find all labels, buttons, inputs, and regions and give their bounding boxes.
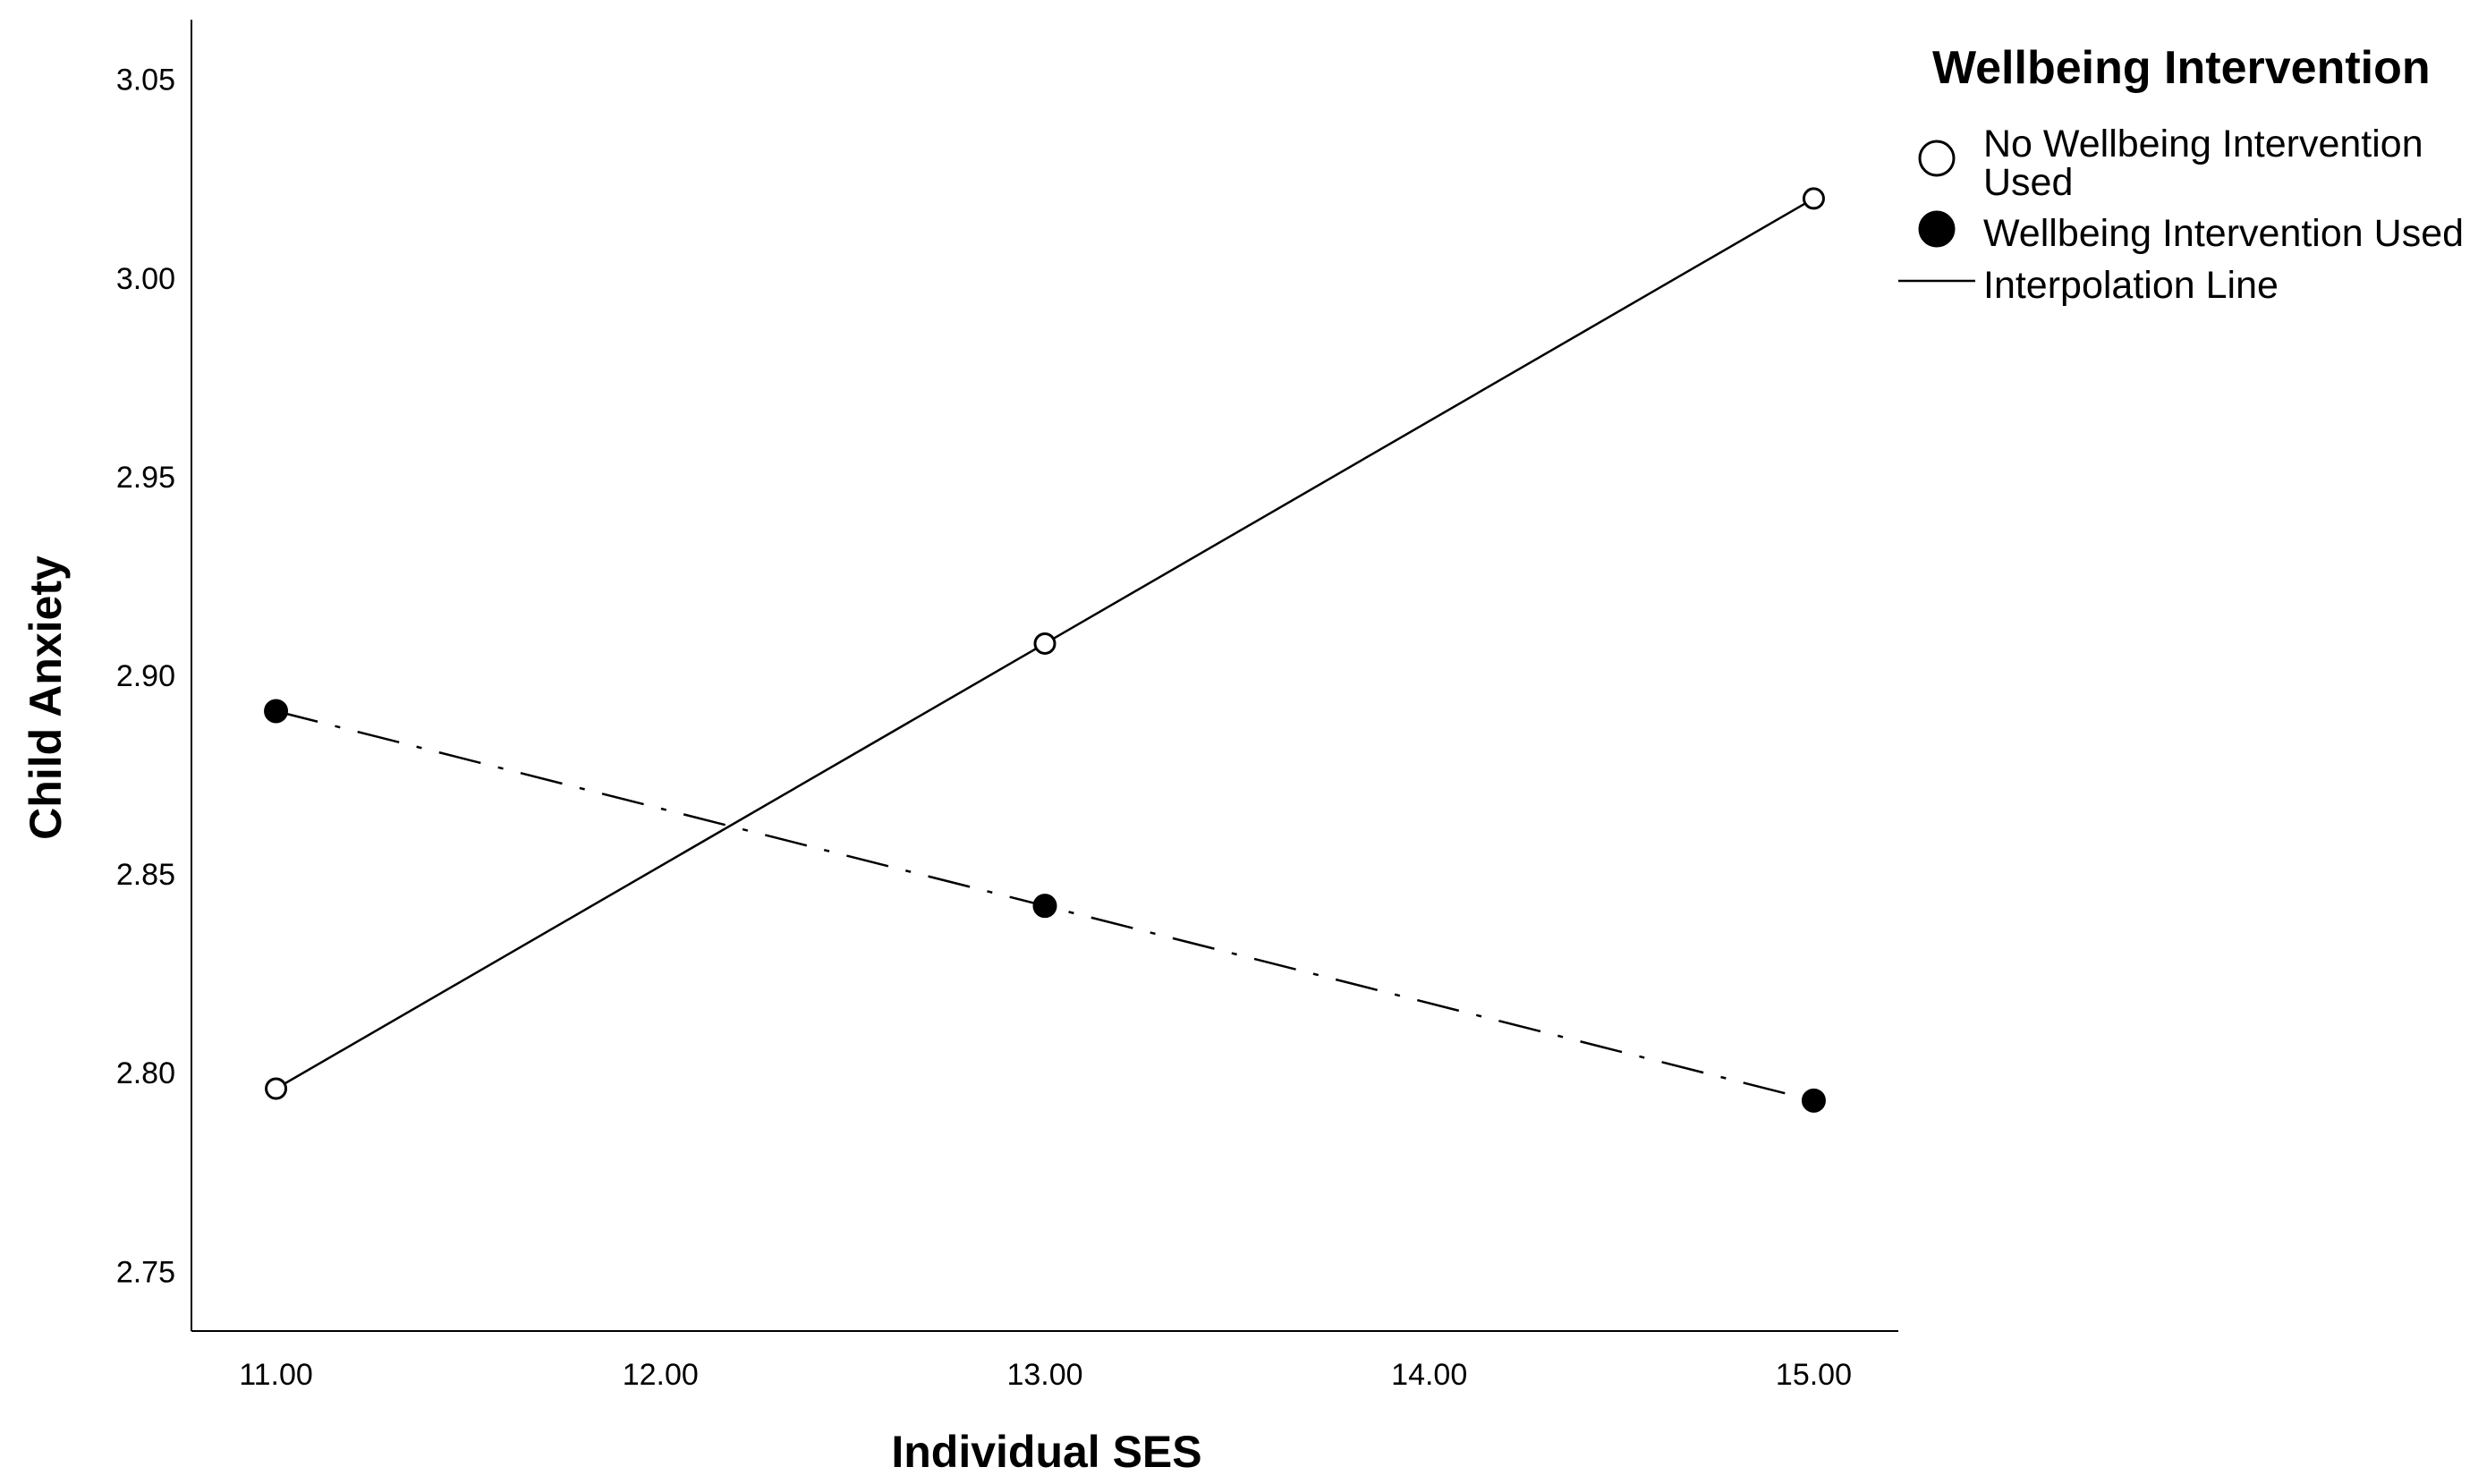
y-tick-label: 3.05 (116, 64, 175, 98)
legend-filled-circle-marker (1918, 210, 1956, 248)
data-point-intervention-used (1032, 894, 1057, 919)
legend-label-no-intervention-line1: No Wellbeing Intervention (1983, 123, 2423, 165)
x-tick-label: 13.00 (1006, 1358, 1082, 1392)
axes (191, 20, 1898, 1332)
data-point-no-intervention (265, 1077, 288, 1100)
legend-label-intervention-used: Wellbeing Intervention Used (1983, 212, 2464, 255)
y-axis-title: Child Anxiety (21, 555, 71, 840)
x-tick-label: 12.00 (623, 1358, 699, 1392)
legend-open-circle-marker (1918, 140, 1956, 177)
y-tick-label: 2.90 (116, 659, 175, 693)
y-tick-label: 3.00 (116, 262, 175, 296)
plot-markers (264, 187, 1826, 1113)
x-tick-label: 14.00 (1391, 1358, 1467, 1392)
legend-title: Wellbeing Intervention (1932, 42, 2431, 94)
x-tick-label: 15.00 (1776, 1358, 1852, 1392)
data-point-intervention-used (1801, 1088, 1826, 1113)
legend-label-no-intervention-line2: Used (1983, 161, 2073, 204)
y-tick-label: 2.75 (116, 1255, 175, 1289)
y-tick-label: 2.95 (116, 461, 175, 495)
x-tick-label: 11.00 (239, 1358, 313, 1392)
legend-label-interpolation-line: Interpolation Line (1983, 264, 2279, 307)
x-tick-labels: 11.00 12.00 13.00 14.00 15.00 (239, 1358, 1852, 1392)
data-point-no-intervention (1033, 632, 1057, 655)
legend: Wellbeing Intervention No Wellbeing Inte… (1898, 42, 2464, 307)
data-point-no-intervention (1802, 187, 1825, 210)
x-axis-title: Individual SES (891, 1427, 1201, 1477)
y-tick-label: 2.80 (116, 1056, 175, 1090)
data-point-intervention-used (264, 699, 289, 724)
y-tick-labels: 2.75 2.80 2.85 2.90 2.95 3.00 3.05 (116, 64, 175, 1290)
y-tick-label: 2.85 (116, 858, 175, 892)
